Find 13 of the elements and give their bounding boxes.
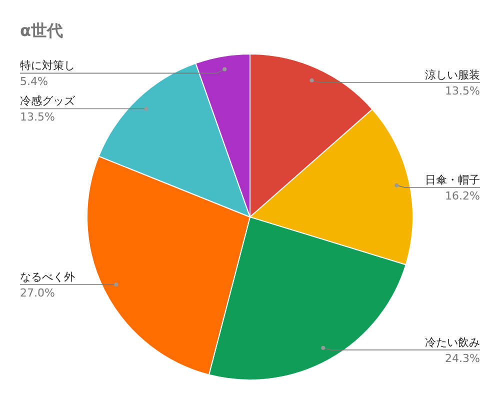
data-label: 27.0% bbox=[20, 286, 55, 300]
chart-title: α世代 bbox=[20, 21, 63, 40]
data-label: 24.3% bbox=[445, 352, 480, 365]
data-label: 13.5% bbox=[445, 84, 480, 98]
slice-label: なるべく外 bbox=[20, 270, 75, 284]
slice-label: 涼しい服装 bbox=[425, 68, 480, 82]
slice-label: 冷たい飲み bbox=[425, 336, 480, 349]
slice-label: 冷感グッズ bbox=[20, 94, 76, 108]
data-label: 13.5% bbox=[20, 110, 55, 124]
slice-label: 特に対策し bbox=[20, 59, 75, 72]
data-label: 5.4% bbox=[20, 75, 48, 88]
data-label: 16.2% bbox=[445, 189, 480, 202]
slice-label: 日傘・帽子 bbox=[425, 173, 480, 186]
